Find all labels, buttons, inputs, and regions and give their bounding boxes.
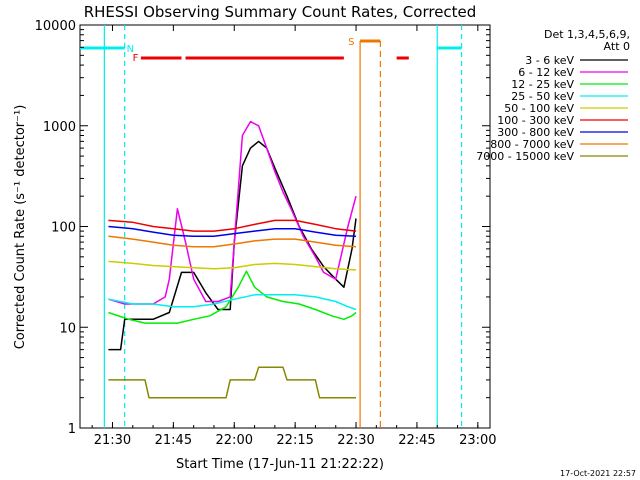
legend-label: 100 - 300 keV (497, 114, 574, 127)
y-tick-label: 100 (51, 221, 76, 236)
series-line-5 (108, 260, 357, 271)
y-tick-label: 10000 (35, 19, 76, 34)
legend-label: 3 - 6 keV (525, 54, 574, 67)
y-tick-label: 1 (68, 422, 76, 437)
legend-label: 25 - 50 keV (511, 90, 574, 103)
series-line-4 (108, 294, 357, 311)
plot-area (79, 24, 491, 429)
saa-flag-label: S (348, 37, 354, 48)
x-tick-label: 22:00 (216, 433, 253, 448)
flag-layer: NF S (80, 25, 463, 428)
x-tick-label: 22:45 (398, 433, 435, 448)
x-tick-label: 21:30 (94, 433, 131, 448)
legend-header-detectors: Det 1,3,4,5,6,9, (544, 28, 630, 41)
series-line-7 (108, 225, 357, 238)
night-flag-label: N (127, 44, 134, 55)
x-tick-label: 21:45 (155, 433, 192, 448)
plot-frame (79, 24, 491, 429)
series-layer (108, 120, 357, 399)
x-tick-label: 23:00 (459, 433, 496, 448)
legend-label: 12 - 25 keV (511, 78, 574, 91)
series-line-6 (108, 219, 357, 232)
y-tick-label: 10 (59, 321, 76, 336)
legend-label: 6 - 12 keV (518, 66, 574, 79)
y-axis-label: Corrected Count Rate (s⁻¹ detector⁻¹) (13, 105, 28, 350)
legend-header-attenuator: Att 0 (604, 40, 630, 53)
legend-label: 800 - 7000 keV (490, 138, 574, 151)
y-tick-label: 1000 (43, 120, 76, 135)
legend-label: 300 - 800 keV (497, 126, 574, 139)
series-line-8 (108, 235, 357, 248)
x-tick-label: 22:30 (337, 433, 374, 448)
series-line-3 (108, 270, 357, 324)
series-line-9 (108, 366, 356, 399)
legend-label: 7000 - 15000 keV (476, 150, 574, 163)
y-axis-ticks: 1 10 100 1000 10000 (35, 19, 490, 437)
chart-title: RHESSI Observing Summary Count Rates, Co… (84, 3, 477, 21)
legend-label: 50 - 100 keV (504, 102, 574, 115)
x-axis-ticks: 21:30 21:45 22:00 22:15 22:30 22:45 23:00 (91, 25, 497, 448)
series-line-1 (108, 140, 357, 351)
x-axis-label: Start Time (17-Jun-11 21:22:22) (176, 457, 384, 472)
generation-timestamp: 17-Oct-2021 22:57 (560, 469, 636, 478)
x-tick-label: 22:15 (276, 433, 313, 448)
flare-flag-label: F (133, 53, 139, 64)
series-line-2 (108, 120, 357, 305)
